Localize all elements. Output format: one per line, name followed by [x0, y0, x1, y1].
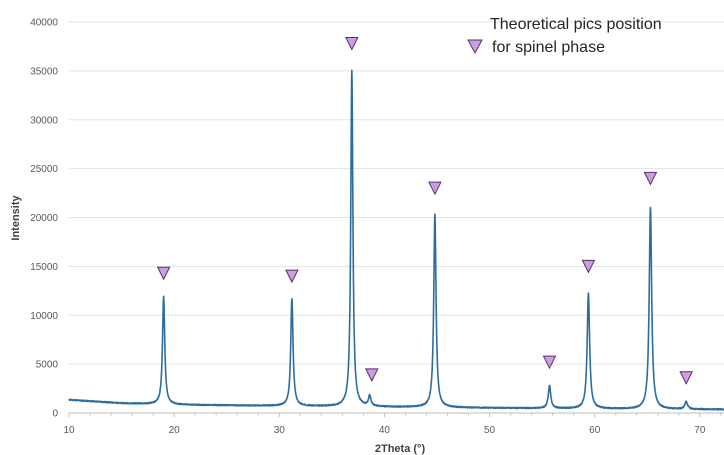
- y-tick-label: 0: [52, 409, 58, 420]
- legend-line-2: for spinel phase: [492, 39, 605, 56]
- spinel-marker: [345, 37, 359, 51]
- spinel-marker: [643, 171, 658, 186]
- y-tick-label: 25000: [30, 164, 58, 175]
- spinel-marker: [679, 371, 693, 385]
- spinel-marker: [581, 259, 596, 274]
- legend: Theoretical pics position for spinel pha…: [467, 16, 662, 56]
- y-tick-label: 35000: [30, 66, 58, 77]
- x-tick-label: 60: [589, 425, 601, 436]
- spinel-marker: [365, 368, 379, 382]
- y-axis-title: Intensity: [10, 195, 22, 241]
- spinel-markers: [156, 37, 693, 385]
- x-tick-label: 20: [169, 425, 181, 436]
- spinel-marker: [542, 355, 557, 370]
- y-tick-label: 10000: [30, 311, 58, 322]
- spinel-marker: [156, 266, 171, 281]
- x-axis: 1020304050607080: [63, 413, 722, 436]
- spinel-marker: [285, 269, 299, 284]
- x-tick-label: 50: [484, 425, 496, 436]
- legend-marker: [467, 39, 483, 55]
- spinel-marker: [428, 181, 442, 196]
- gridlines: [69, 21, 724, 365]
- x-tick-label: 40: [379, 425, 391, 436]
- y-tick-label: 30000: [30, 115, 58, 126]
- legend-line-1: Theoretical pics position: [490, 16, 662, 33]
- series-line: [68, 69, 724, 411]
- y-tick-label: 40000: [30, 18, 58, 29]
- x-tick-label: 70: [694, 425, 706, 436]
- y-axis: 0 5000 10000 15000 20000 25000 30000 35000 40000: [30, 18, 58, 420]
- x-axis-title: 2Theta (°): [375, 443, 426, 455]
- x-tick-label: 30: [274, 425, 286, 436]
- y-tick-label: 5000: [36, 360, 59, 371]
- x-tick-label: 10: [63, 425, 75, 436]
- y-tick-label: 15000: [30, 262, 58, 273]
- y-tick-label: 20000: [30, 213, 58, 224]
